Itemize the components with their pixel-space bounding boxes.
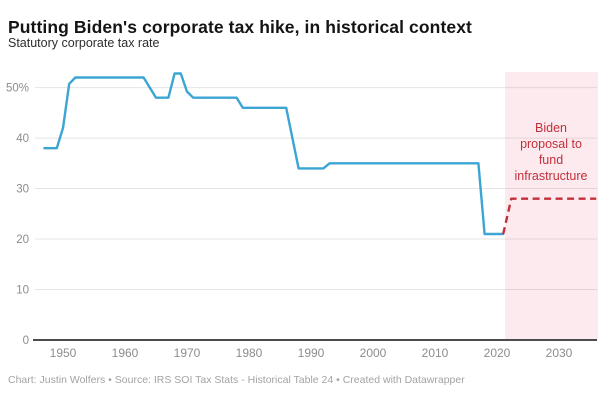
x-tick-label: 1950 <box>50 346 77 360</box>
chart-subtitle: Statutory corporate tax rate <box>8 36 160 50</box>
x-tick-label: 1980 <box>236 346 263 360</box>
x-tick-label: 1990 <box>298 346 325 360</box>
highlight-region <box>505 72 598 339</box>
x-tick-label: 1960 <box>112 346 139 360</box>
annotation-line: Biden <box>535 121 567 135</box>
y-tick-label: 0 <box>23 335 29 347</box>
x-tick-label: 2030 <box>546 346 573 360</box>
y-tick-label: 20 <box>16 234 29 246</box>
annotation-line: infrastructure <box>514 169 588 183</box>
series-proposal-line <box>502 197 597 235</box>
annotation-line: proposal to <box>520 137 582 151</box>
y-tick-label: 10 <box>16 285 29 297</box>
series-historical-line <box>43 72 505 236</box>
credit-line: Chart: Justin Wolfers • Source: IRS SOI … <box>8 374 465 386</box>
proposal-annotation: Biden proposal to fund infrastructure <box>505 120 597 184</box>
x-tick-label: 2000 <box>360 346 387 360</box>
y-tick-label: 50% <box>6 83 29 95</box>
x-tick-label: 2020 <box>484 346 511 360</box>
y-tick-label: 40 <box>16 133 29 145</box>
x-tick-label: 2010 <box>422 346 449 360</box>
annotation-line: fund <box>538 153 564 167</box>
y-tick-label: 30 <box>16 184 29 196</box>
x-tick-label: 1970 <box>174 346 201 360</box>
chart-title: Putting Biden's corporate tax hike, in h… <box>8 16 472 37</box>
